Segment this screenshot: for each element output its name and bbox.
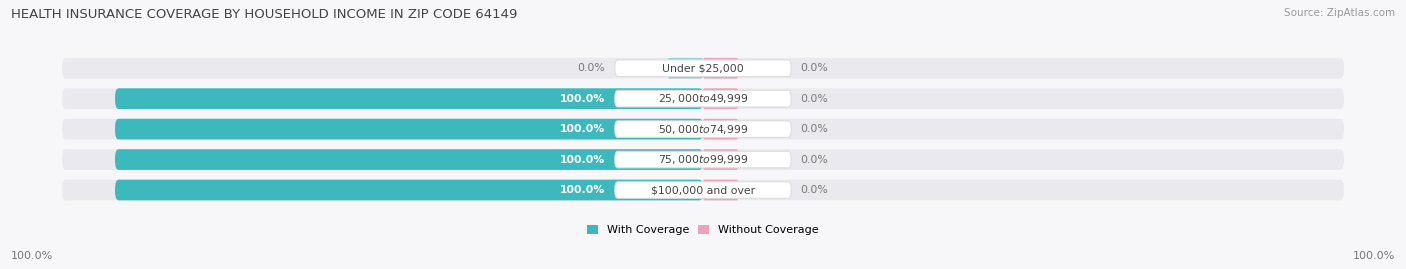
Text: HEALTH INSURANCE COVERAGE BY HOUSEHOLD INCOME IN ZIP CODE 64149: HEALTH INSURANCE COVERAGE BY HOUSEHOLD I… bbox=[11, 8, 517, 21]
FancyBboxPatch shape bbox=[62, 149, 1344, 170]
Text: $75,000 to $99,999: $75,000 to $99,999 bbox=[658, 153, 748, 166]
FancyBboxPatch shape bbox=[115, 119, 703, 139]
FancyBboxPatch shape bbox=[614, 151, 792, 168]
FancyBboxPatch shape bbox=[703, 88, 738, 109]
Text: 100.0%: 100.0% bbox=[560, 94, 606, 104]
FancyBboxPatch shape bbox=[115, 149, 703, 170]
FancyBboxPatch shape bbox=[703, 180, 738, 200]
FancyBboxPatch shape bbox=[115, 88, 703, 109]
FancyBboxPatch shape bbox=[115, 180, 703, 200]
Text: 100.0%: 100.0% bbox=[560, 185, 606, 195]
Text: 0.0%: 0.0% bbox=[800, 155, 828, 165]
FancyBboxPatch shape bbox=[614, 90, 792, 107]
Text: Source: ZipAtlas.com: Source: ZipAtlas.com bbox=[1284, 8, 1395, 18]
Text: 100.0%: 100.0% bbox=[560, 124, 606, 134]
FancyBboxPatch shape bbox=[62, 58, 1344, 79]
Text: 100.0%: 100.0% bbox=[1353, 251, 1395, 261]
FancyBboxPatch shape bbox=[62, 88, 1344, 109]
Text: $100,000 and over: $100,000 and over bbox=[651, 185, 755, 195]
Text: 0.0%: 0.0% bbox=[578, 63, 606, 73]
FancyBboxPatch shape bbox=[703, 58, 738, 79]
FancyBboxPatch shape bbox=[668, 58, 703, 79]
FancyBboxPatch shape bbox=[614, 121, 792, 137]
FancyBboxPatch shape bbox=[62, 180, 1344, 200]
FancyBboxPatch shape bbox=[703, 119, 738, 139]
Text: 0.0%: 0.0% bbox=[800, 63, 828, 73]
Text: 100.0%: 100.0% bbox=[560, 155, 606, 165]
Text: 0.0%: 0.0% bbox=[800, 185, 828, 195]
Text: $50,000 to $74,999: $50,000 to $74,999 bbox=[658, 123, 748, 136]
Text: 100.0%: 100.0% bbox=[11, 251, 53, 261]
Text: Under $25,000: Under $25,000 bbox=[662, 63, 744, 73]
FancyBboxPatch shape bbox=[62, 119, 1344, 139]
FancyBboxPatch shape bbox=[703, 149, 738, 170]
Text: $25,000 to $49,999: $25,000 to $49,999 bbox=[658, 92, 748, 105]
FancyBboxPatch shape bbox=[614, 60, 792, 76]
Text: 0.0%: 0.0% bbox=[800, 94, 828, 104]
Text: 0.0%: 0.0% bbox=[800, 124, 828, 134]
FancyBboxPatch shape bbox=[614, 182, 792, 198]
Legend: With Coverage, Without Coverage: With Coverage, Without Coverage bbox=[582, 220, 824, 240]
